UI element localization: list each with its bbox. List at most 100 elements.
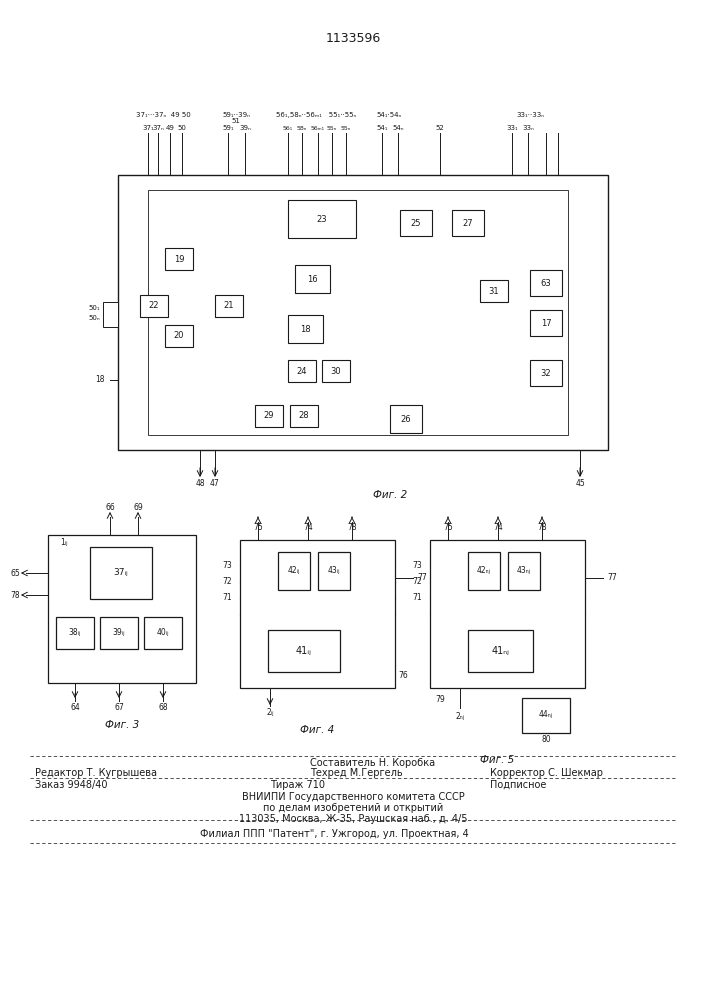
Text: 50₁: 50₁	[88, 305, 100, 311]
Text: 64: 64	[70, 702, 80, 712]
Text: 76: 76	[398, 672, 408, 680]
Text: 41ₙⱼ: 41ₙⱼ	[491, 646, 509, 656]
Bar	[278, 552, 310, 590]
Bar	[165, 248, 193, 270]
Text: Техред М.Гергель: Техред М.Гергель	[310, 768, 402, 778]
Text: Подписное: Подписное	[490, 780, 547, 790]
Bar	[468, 552, 500, 590]
Text: 74: 74	[493, 524, 503, 532]
Text: 75: 75	[443, 524, 453, 532]
Text: по делам изобретений и открытий: по делам изобретений и открытий	[263, 803, 443, 813]
Text: 77: 77	[417, 574, 427, 582]
Text: 58ₙ: 58ₙ	[297, 125, 307, 130]
Text: 56₁: 56₁	[283, 125, 293, 130]
Text: 73: 73	[222, 560, 232, 570]
Text: 69: 69	[133, 502, 143, 512]
Text: 21: 21	[223, 302, 234, 310]
Text: Составитель Н. Коробка: Составитель Н. Коробка	[310, 758, 435, 768]
Bar	[322, 360, 350, 382]
Bar	[288, 200, 356, 238]
Text: 50: 50	[177, 125, 187, 131]
Text: 37ₙ: 37ₙ	[152, 125, 164, 131]
Text: 31: 31	[489, 286, 499, 296]
Text: 52: 52	[436, 125, 445, 131]
Text: 77: 77	[607, 574, 617, 582]
Bar	[530, 310, 562, 336]
Text: 73: 73	[412, 560, 422, 570]
Text: 54₁: 54₁	[376, 125, 387, 131]
Text: Заказ 9948/40: Заказ 9948/40	[35, 780, 107, 790]
Bar	[508, 552, 540, 590]
Text: 54ₙ: 54ₙ	[392, 125, 404, 131]
Text: 33₁: 33₁	[506, 125, 518, 131]
Text: 51: 51	[232, 118, 240, 124]
Text: 39ᵢⱼ: 39ᵢⱼ	[112, 629, 125, 638]
Text: 16: 16	[307, 274, 317, 284]
Text: 24: 24	[297, 366, 308, 375]
Text: Редактор Т. Кугрышева: Редактор Т. Кугрышева	[35, 768, 157, 778]
Bar	[530, 270, 562, 296]
Text: 44ₙⱼ: 44ₙⱼ	[539, 710, 553, 720]
Bar	[530, 360, 562, 386]
Text: 54₁·54ₙ: 54₁·54ₙ	[376, 112, 402, 118]
Text: Тираж 710: Тираж 710	[270, 780, 325, 790]
Text: 41ᵢⱼ: 41ᵢⱼ	[296, 646, 312, 656]
Text: 17: 17	[541, 318, 551, 328]
Text: 74: 74	[303, 524, 313, 532]
Text: 79: 79	[435, 696, 445, 704]
Text: 78: 78	[537, 524, 547, 532]
Bar	[148, 190, 568, 435]
Bar	[140, 295, 168, 317]
Bar	[56, 617, 94, 649]
Text: 30: 30	[331, 366, 341, 375]
Text: 56ₘ₁: 56ₘ₁	[311, 125, 325, 130]
Bar	[288, 315, 323, 343]
Text: 20: 20	[174, 332, 185, 340]
Bar	[390, 405, 422, 433]
Bar	[165, 325, 193, 347]
Text: 55ₙ: 55ₙ	[327, 125, 337, 130]
Text: 37ᵢⱼ: 37ᵢⱼ	[114, 568, 129, 578]
Bar	[480, 280, 508, 302]
Text: 71: 71	[412, 593, 422, 602]
Text: 2ᵢⱼ: 2ᵢⱼ	[267, 708, 274, 716]
Bar	[240, 540, 395, 688]
Text: 50ₙ: 50ₙ	[88, 315, 100, 321]
Bar	[522, 698, 570, 733]
Text: 68: 68	[158, 702, 168, 712]
Text: 19: 19	[174, 254, 185, 263]
Bar	[144, 617, 182, 649]
Text: 42ᵢⱼ: 42ᵢⱼ	[288, 566, 300, 576]
Text: 1ᵢⱼ: 1ᵢⱼ	[60, 538, 67, 548]
Bar	[318, 552, 350, 590]
Text: 59₁··39ₙ: 59₁··39ₙ	[222, 112, 250, 118]
Text: Фиг. 2: Фиг. 2	[373, 490, 407, 500]
Text: 27: 27	[462, 219, 473, 228]
Text: 1133596: 1133596	[325, 31, 380, 44]
Text: 25: 25	[411, 219, 421, 228]
Text: Филиал ППП "Патент", г. Ужгород, ул. Проектная, 4: Филиал ППП "Патент", г. Ужгород, ул. Про…	[200, 829, 469, 839]
Bar	[48, 535, 196, 683]
Bar	[215, 295, 243, 317]
Text: 63: 63	[541, 278, 551, 288]
Bar	[468, 630, 533, 672]
Text: Корректор С. Шекмар: Корректор С. Шекмар	[490, 768, 603, 778]
Text: 32: 32	[541, 368, 551, 377]
Text: 28: 28	[298, 412, 310, 420]
Text: 18: 18	[300, 324, 310, 334]
Text: 78: 78	[11, 590, 20, 599]
Text: 22: 22	[148, 302, 159, 310]
Text: 26: 26	[401, 414, 411, 424]
Text: 18: 18	[95, 375, 105, 384]
Text: 55ₙ: 55ₙ	[341, 125, 351, 130]
Bar	[103, 302, 118, 327]
Text: 59₁: 59₁	[222, 125, 234, 131]
Text: ВНИИПИ Государственного комитета СССР: ВНИИПИ Государственного комитета СССР	[242, 792, 464, 802]
Bar	[295, 265, 330, 293]
Text: 2ₙⱼ: 2ₙⱼ	[455, 712, 464, 720]
Bar	[100, 617, 138, 649]
Bar	[430, 540, 585, 688]
Text: 29: 29	[264, 412, 274, 420]
Text: 43ᵢⱼ: 43ᵢⱼ	[328, 566, 340, 576]
Text: 49: 49	[165, 125, 175, 131]
